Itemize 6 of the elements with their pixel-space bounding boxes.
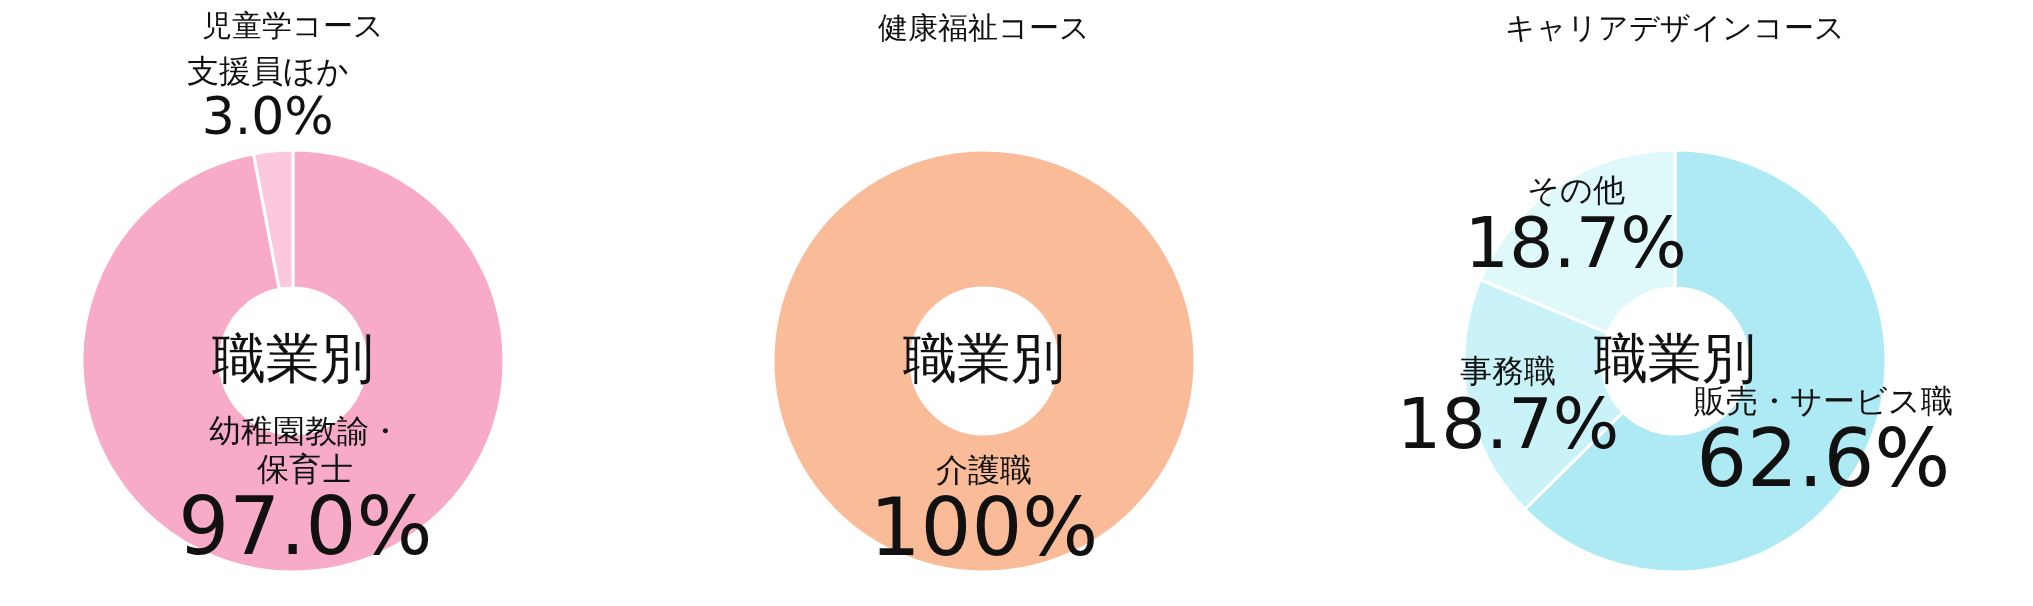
chart-title: 健康福祉コース	[878, 10, 1090, 45]
chart-title: キャリアデザインコース	[1505, 10, 1845, 45]
chart-title: 児童学コース	[202, 8, 384, 44]
text: 職業別	[903, 327, 1065, 390]
donut-slice	[80, 148, 506, 574]
text: 職業別	[212, 327, 374, 390]
